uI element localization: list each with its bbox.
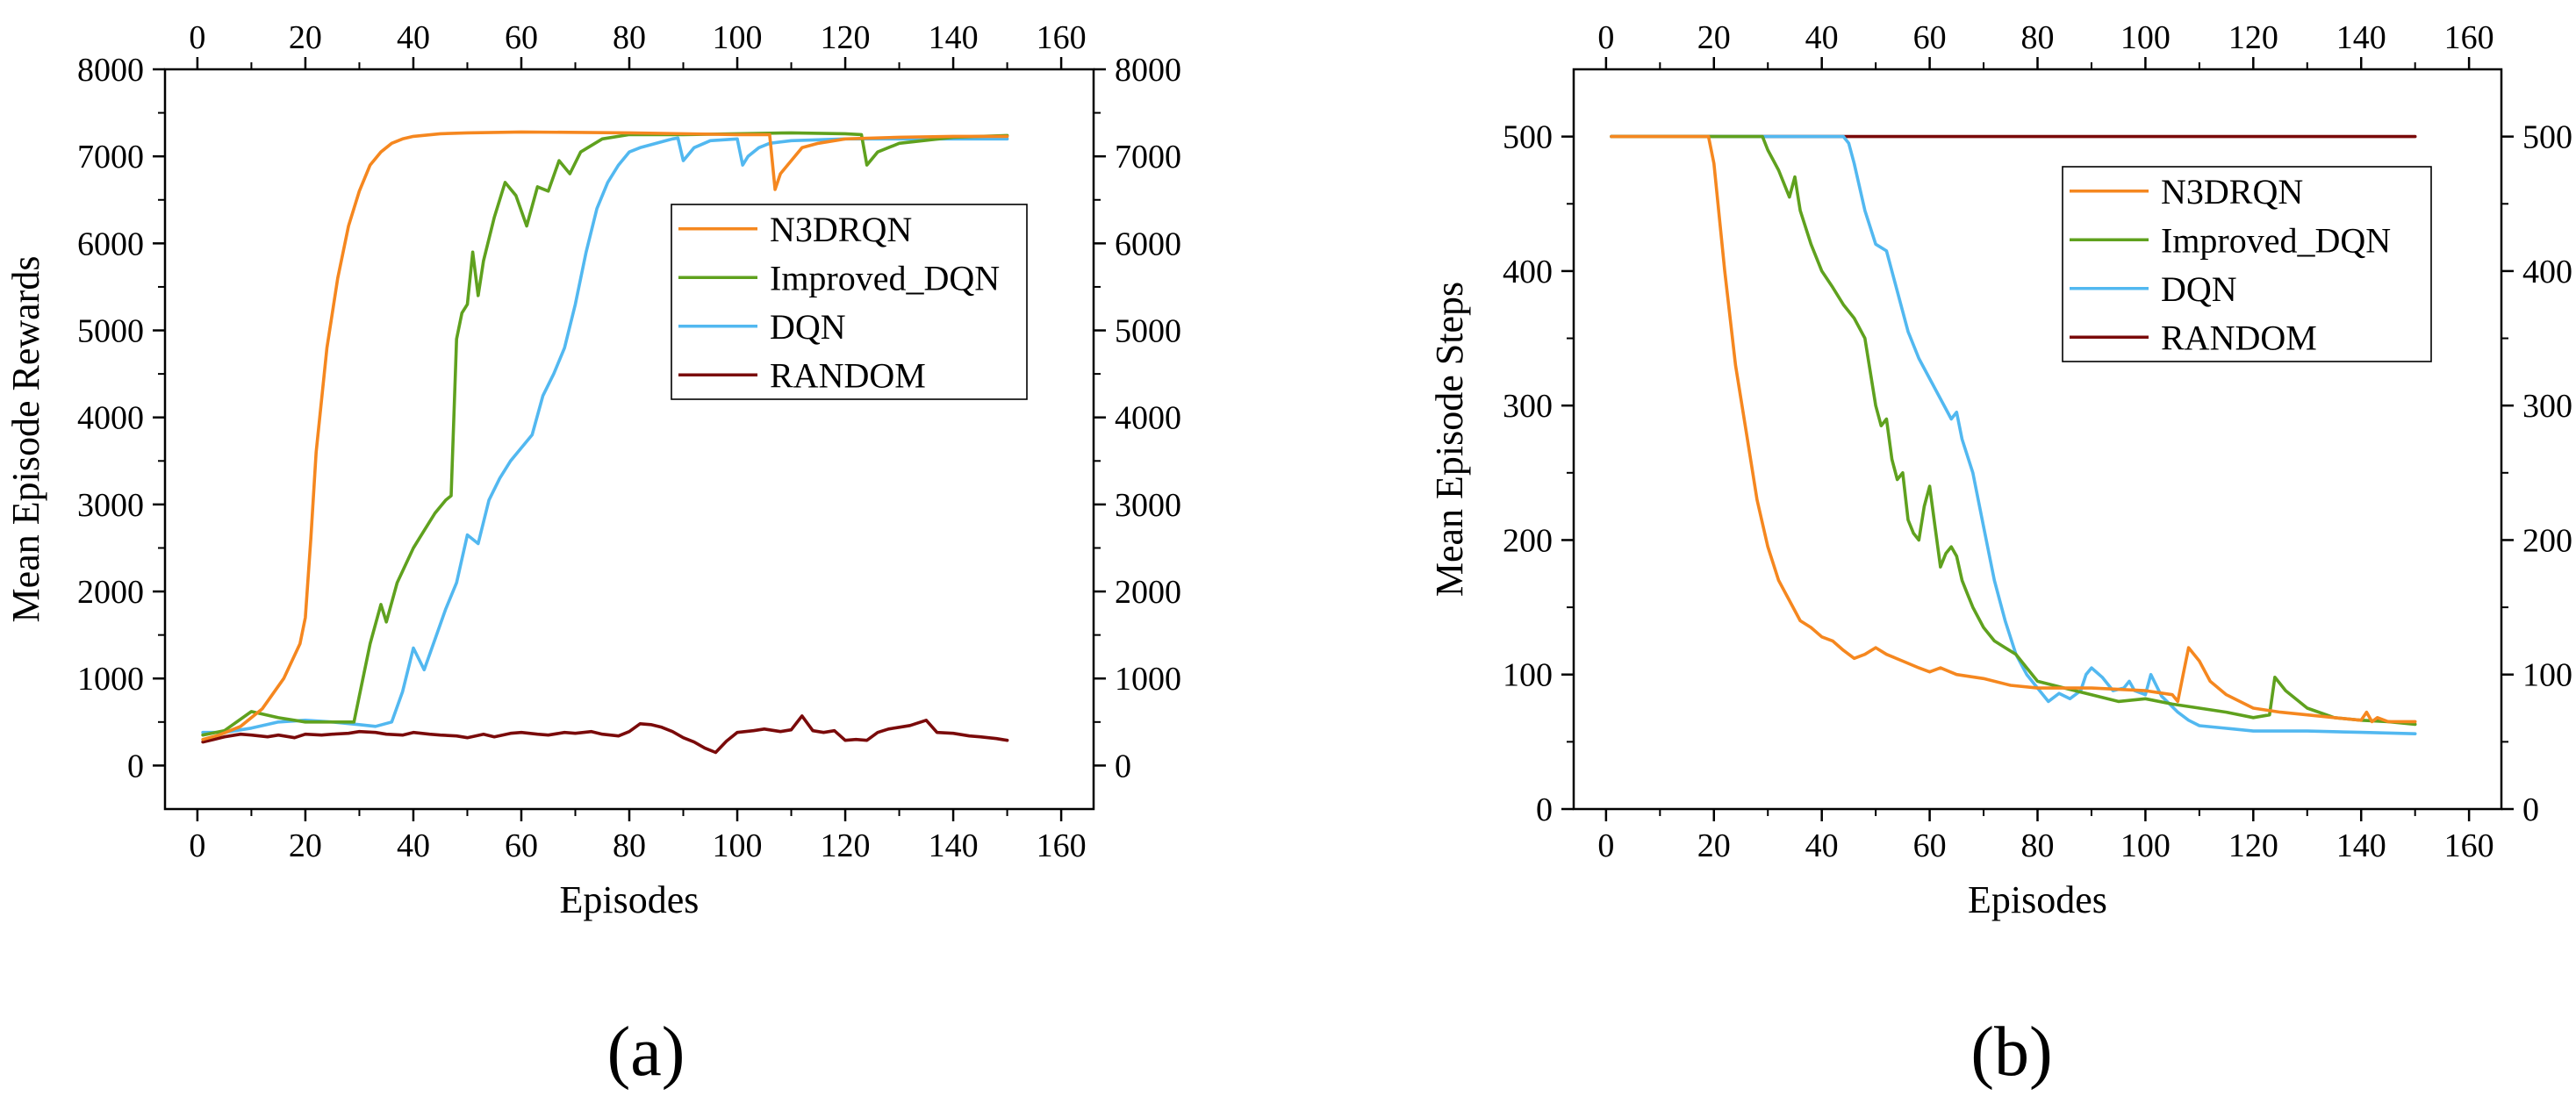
panel-b-x-tick-label: 0: [1597, 827, 1614, 864]
panel-b-legend-label-random: RANDOM: [2161, 318, 2317, 357]
panel-a-legend: N3DRQN Improved_DQN DQN RANDOM: [671, 204, 1028, 400]
panel-b-x-tick-label: 80: [2021, 827, 2055, 864]
panel-a-top-x-tick-label: 60: [505, 19, 538, 56]
panel-a-right-y-tick-label: 1000: [1115, 661, 1181, 698]
panel-b-steps-chart: 0 0 20 20 40 40 60 60 80 80 100 100 120 120 140 140 160 1…: [1428, 19, 2572, 1091]
panel-b-top-x-tick-label: 0: [1597, 19, 1614, 56]
panel-a-legend-label-dqn: DQN: [770, 307, 846, 347]
panel-b-right-y-tick-label: 0: [2522, 791, 2539, 828]
panel-b-y-tick-label: 400: [1503, 254, 1553, 290]
panel-b-top-x-tick-label: 120: [2228, 19, 2278, 56]
panel-a-x-tick-label: 80: [613, 827, 646, 864]
panel-b-x-tick-label: 100: [2120, 827, 2171, 864]
panel-a-right-y-tick-label: 2000: [1115, 574, 1181, 611]
panel-a-y-tick-label: 5000: [77, 313, 144, 350]
panel-b-right-y-tick-label: 100: [2522, 657, 2572, 694]
panel-b-x-tick-label: 60: [1913, 827, 1947, 864]
panel-b-top-x-tick-label: 40: [1805, 19, 1839, 56]
panel-a-x-tick-label: 60: [505, 827, 538, 864]
panel-b-x-tick-label: 120: [2228, 827, 2278, 864]
panel-a-top-x-tick-label: 120: [821, 19, 871, 56]
panel-a-label: (a): [607, 1013, 685, 1091]
panel-a-x-tick-label: 100: [713, 827, 763, 864]
panel-a-top-x-tick-label: 20: [289, 19, 322, 56]
panel-b-right-y-tick-label: 400: [2522, 254, 2572, 290]
panel-a-series-group: [201, 130, 1009, 755]
panel-b-y-tick-label: 100: [1503, 657, 1553, 694]
panel-a-y-tick-label: 7000: [77, 139, 144, 175]
panel-a-top-x-tick-label: 140: [929, 19, 979, 56]
panel-a-x-axis-title: Episodes: [560, 878, 700, 921]
panel-a-right-y-tick-label: 4000: [1115, 400, 1181, 437]
panel-b-right-y-tick-label: 500: [2522, 119, 2572, 156]
panel-a-rewards-chart: 0 0 20 20 40 40 60 60 80 80 100 100 120 120 140 140 160 1…: [4, 19, 1181, 1091]
panel-b-x-tick-label: 140: [2336, 827, 2386, 864]
panel-b-y-axis-title: Mean Episode Steps: [1428, 282, 1471, 597]
panel-b-y-tick-label: 300: [1503, 388, 1553, 425]
panel-a-y-tick-label: 1000: [77, 661, 144, 698]
panel-b-legend: N3DRQN Improved_DQN DQN RANDOM: [2062, 166, 2432, 362]
panel-b-series-improved-dqn-line: [1610, 134, 2417, 727]
panel-a-right-y-tick-label: 5000: [1115, 313, 1181, 350]
panel-a-right-y-tick-label: 8000: [1115, 52, 1181, 89]
panel-b-top-x-tick-label: 160: [2444, 19, 2494, 56]
panel-a-right-y-tick-label: 0: [1115, 748, 1131, 784]
panel-a-y-tick-label: 0: [127, 748, 144, 784]
panel-b-top-x-tick-label: 140: [2336, 19, 2386, 56]
panel-a-top-x-tick-label: 0: [189, 19, 205, 56]
panel-a-legend-label-n3drqn: N3DRQN: [770, 210, 912, 249]
panel-b-series-n3drqn-line: [1610, 134, 2417, 724]
panel-a-plot-frame: [163, 68, 1095, 811]
panel-a-y-tick-label: 3000: [77, 487, 144, 524]
panel-b-x-tick-label: 160: [2444, 827, 2494, 864]
panel-b-y-tick-label: 200: [1503, 522, 1553, 559]
panel-b-x-axis-title: Episodes: [1968, 878, 2107, 921]
panel-a-legend-label-improved-dqn: Improved_DQN: [770, 258, 1000, 297]
panel-a-series-random-line: [201, 714, 1009, 755]
panel-b-y-tick-label: 500: [1503, 119, 1553, 156]
panel-a-top-x-tick-label: 80: [613, 19, 646, 56]
panel-a-y-tick-label: 6000: [77, 226, 144, 262]
panel-a-y-tick-label: 8000: [77, 52, 144, 89]
panel-a-top-x-tick-label: 40: [397, 19, 430, 56]
panel-a-x-tick-label: 40: [397, 827, 430, 864]
panel-a-series-n3drqn-line: [201, 130, 1009, 741]
panel-b-legend-label-n3drqn: N3DRQN: [2161, 172, 2303, 211]
panel-a-legend-box: [671, 204, 1028, 400]
panel-a-right-y-tick-label: 6000: [1115, 226, 1181, 262]
panel-b-top-x-tick-label: 60: [1913, 19, 1947, 56]
panel-a-right-y-tick-label: 7000: [1115, 139, 1181, 175]
panel-a-x-tick-label: 120: [821, 827, 871, 864]
panel-a-y-axis-title: Mean Episode Rewards: [4, 256, 47, 623]
panel-a-top-x-tick-label: 160: [1037, 19, 1087, 56]
panel-b-top-x-tick-label: 100: [2120, 19, 2171, 56]
panel-a-legend-label-random: RANDOM: [770, 355, 926, 395]
panel-b-legend-label-improved-dqn: Improved_DQN: [2161, 220, 2391, 260]
panel-b-right-y-tick-label: 200: [2522, 522, 2572, 559]
panel-a-series-improved-dqn-line: [201, 131, 1009, 737]
panel-b-series-dqn-line: [1610, 134, 2417, 736]
panel-b-x-tick-label: 20: [1697, 827, 1731, 864]
panel-b-label: (b): [1970, 1013, 2052, 1091]
panel-a-right-y-tick-label: 3000: [1115, 487, 1181, 524]
panel-b-series-group: [1610, 134, 2417, 736]
panel-b-top-x-tick-label: 80: [2021, 19, 2055, 56]
panel-b-top-x-tick-label: 20: [1697, 19, 1731, 56]
panel-b-legend-box: [2062, 166, 2432, 362]
panel-b-y-tick-label: 0: [1536, 791, 1553, 828]
panel-a-x-tick-label: 140: [929, 827, 979, 864]
panel-a-series-dqn-line: [201, 136, 1009, 734]
panel-a-x-tick-label: 20: [289, 827, 322, 864]
panel-b-legend-label-dqn: DQN: [2161, 269, 2237, 309]
panel-a-top-x-tick-label: 100: [713, 19, 763, 56]
panel-b-right-y-tick-label: 300: [2522, 388, 2572, 425]
panel-a-y-tick-label: 4000: [77, 400, 144, 437]
panel-b-x-tick-label: 40: [1805, 827, 1839, 864]
panel-a-x-tick-label: 0: [189, 827, 205, 864]
panel-a-y-tick-label: 2000: [77, 574, 144, 611]
panel-a-x-tick-label: 160: [1037, 827, 1087, 864]
